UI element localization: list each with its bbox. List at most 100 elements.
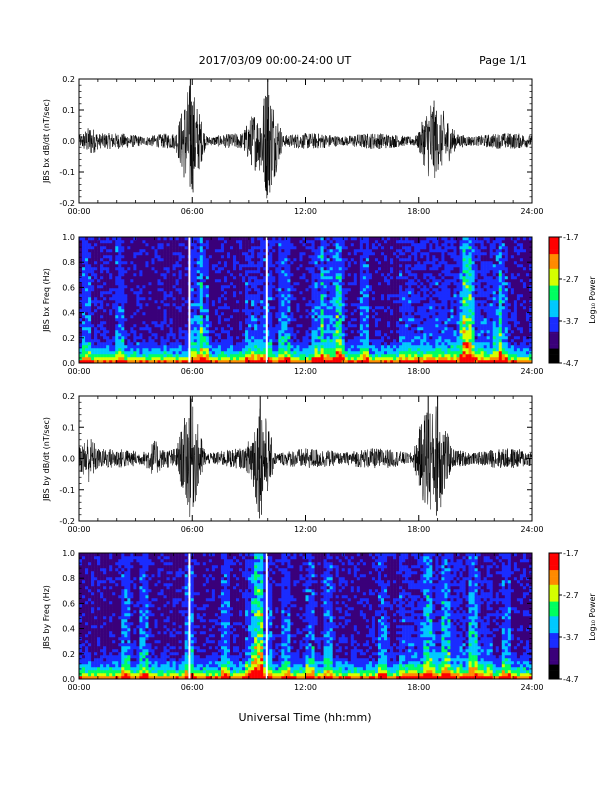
spectrogram-cell <box>293 309 297 313</box>
spectrogram-cell <box>332 252 336 256</box>
spectrogram-cell <box>414 306 418 310</box>
spectrogram-cell <box>148 357 152 361</box>
spectrogram-cell <box>233 246 237 250</box>
spectrogram-cell <box>423 354 427 358</box>
spectrogram-cell <box>260 348 264 352</box>
spectrogram-cell <box>133 261 137 265</box>
spectrogram-cell <box>208 261 213 265</box>
spectrogram-cell <box>160 342 164 346</box>
spectrogram-cell <box>381 333 385 337</box>
spectrogram-cell <box>317 318 321 322</box>
spectrogram-cell <box>365 327 370 331</box>
spectrogram-cell <box>112 255 116 259</box>
spectrogram-cell <box>371 309 376 313</box>
spectrogram-cell <box>230 300 234 304</box>
spectrogram-cell <box>103 351 107 355</box>
spectrogram-cell <box>178 300 182 304</box>
spectrogram-cell <box>106 258 110 262</box>
spectrogram-cell <box>85 345 89 349</box>
spectrogram-cell <box>211 273 216 277</box>
spectrogram-cell <box>205 243 210 247</box>
bx-spectrogram-panel: JBS bx Freq (Hz) 00:00 06:00 12:00 18:00 24:… <box>42 233 544 376</box>
spectrogram-cell <box>317 243 321 247</box>
spectrogram-cell <box>377 357 382 361</box>
spectrogram-cell <box>230 246 234 250</box>
spectrogram-cell <box>85 312 89 316</box>
spectrogram-cell <box>208 342 213 346</box>
spectrogram-cell <box>287 315 291 319</box>
spectrogram-cell <box>296 297 300 301</box>
spectrogram-cell <box>196 243 201 247</box>
spectrogram-cell <box>402 252 406 256</box>
spectrogram-cell <box>257 249 261 253</box>
spectrogram-cell <box>281 264 285 268</box>
spectrogram-cell <box>181 303 185 307</box>
spectrogram-cell <box>371 291 376 295</box>
spectrogram-cell <box>314 345 318 349</box>
spectrogram-cell <box>196 237 201 241</box>
spectrogram-cell <box>106 333 110 337</box>
spectrogram-cell <box>251 285 255 289</box>
spectrogram-cell <box>100 318 104 322</box>
spectrogram-cell <box>426 300 430 304</box>
spectrogram-cell <box>266 240 270 244</box>
spectrogram-cell <box>405 303 409 307</box>
spectrogram-cell <box>115 339 119 343</box>
spectrogram-cell <box>178 333 182 337</box>
spectrogram-cell <box>154 267 158 271</box>
spectrogram-cell <box>251 246 255 250</box>
spectrogram-cell <box>175 348 179 352</box>
spectrogram-cell <box>169 324 173 328</box>
spectrogram-cell <box>296 258 300 262</box>
spectrogram-cell <box>426 252 430 256</box>
spectrogram-cell <box>196 315 201 319</box>
spectrogram-cell <box>387 333 391 337</box>
spectrogram-cell <box>365 291 370 295</box>
spectrogram-cell <box>121 321 125 325</box>
spectrogram-cell <box>272 267 276 271</box>
spectrogram-cell <box>106 348 110 352</box>
spectrogram-cell <box>157 306 161 310</box>
spectrogram-cell <box>109 309 113 313</box>
spectrogram-cell <box>405 360 409 364</box>
spectrogram-cell <box>148 294 152 298</box>
spectrogram-cell <box>157 270 161 274</box>
spectrogram-cell <box>94 303 98 307</box>
spectrogram-cell <box>208 360 213 364</box>
spectrogram-cell <box>157 345 161 349</box>
spectrogram-cell <box>154 309 158 313</box>
spectrogram-cell <box>347 300 352 304</box>
spectrogram-cell <box>223 297 228 301</box>
spectrogram-cell <box>365 297 370 301</box>
spectrogram-cell <box>287 276 291 280</box>
spectrogram-cell <box>411 303 415 307</box>
spectrogram-cell <box>396 357 400 361</box>
spectrogram-cell <box>175 240 179 244</box>
spectrogram-cell <box>124 330 128 334</box>
spectrogram-cell <box>350 240 355 244</box>
spectrogram-cell <box>136 258 140 262</box>
spectrogram-cell <box>308 354 312 358</box>
spectrogram-cell <box>353 345 358 349</box>
spectrogram-cell <box>133 246 137 250</box>
spectrogram-cell <box>387 306 391 310</box>
spectrogram-cell <box>226 330 231 334</box>
spectrogram-cell <box>317 258 321 262</box>
spectrogram-cell <box>344 315 349 319</box>
spectrogram-cell <box>217 276 222 280</box>
spectrogram-cell <box>296 276 300 280</box>
spectrogram-cell <box>263 321 267 325</box>
spectrogram-cell <box>341 279 346 283</box>
spectrogram-cell <box>311 357 315 361</box>
spectrogram-cell <box>411 255 415 259</box>
spectrogram-cell <box>374 309 379 313</box>
spectrogram-cell <box>293 273 297 277</box>
spectrogram-cell <box>296 243 300 247</box>
spectrogram-cell <box>341 276 346 280</box>
spectrogram-cell <box>323 258 327 262</box>
spectrogram-cell <box>239 303 243 307</box>
spectrogram-cell <box>263 267 267 271</box>
spectrogram-cell <box>169 237 173 241</box>
spectrogram-cell <box>302 237 306 241</box>
spectrogram-cell <box>314 240 318 244</box>
